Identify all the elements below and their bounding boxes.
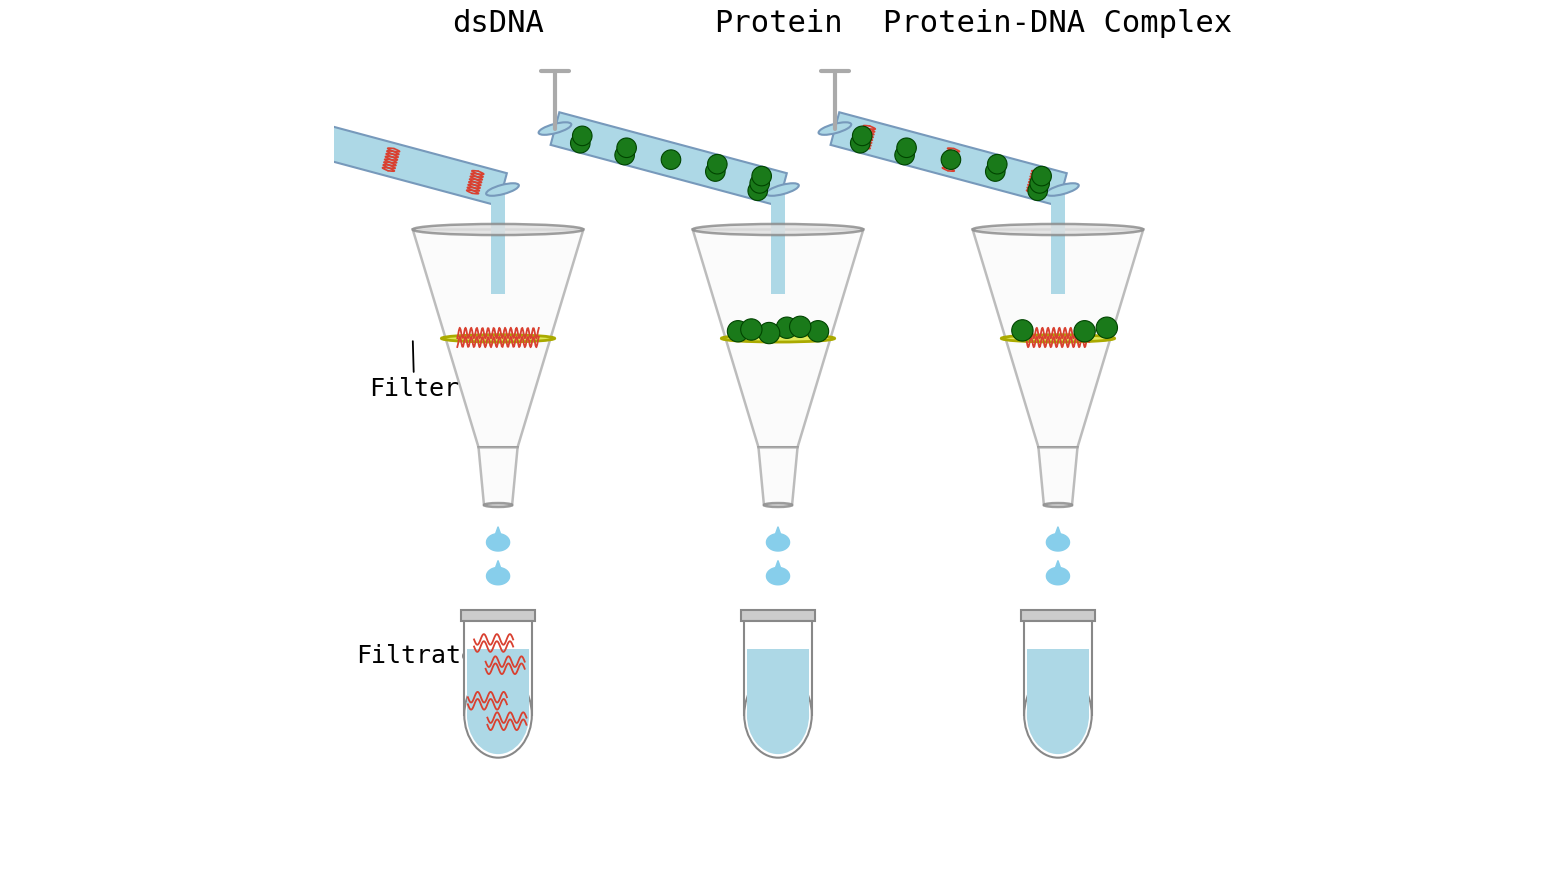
Ellipse shape bbox=[538, 122, 571, 135]
Polygon shape bbox=[1024, 622, 1092, 714]
Circle shape bbox=[758, 322, 780, 344]
Circle shape bbox=[741, 319, 762, 340]
Circle shape bbox=[985, 162, 1005, 181]
Ellipse shape bbox=[467, 675, 529, 754]
Ellipse shape bbox=[1024, 672, 1092, 757]
Text: Filter: Filter bbox=[369, 341, 459, 402]
Circle shape bbox=[708, 154, 727, 174]
Circle shape bbox=[750, 173, 770, 193]
Circle shape bbox=[661, 150, 682, 170]
Polygon shape bbox=[412, 230, 584, 447]
Circle shape bbox=[1029, 181, 1047, 201]
Circle shape bbox=[988, 154, 1007, 174]
Circle shape bbox=[789, 316, 811, 338]
Polygon shape bbox=[972, 230, 1144, 447]
Circle shape bbox=[571, 133, 590, 153]
Ellipse shape bbox=[484, 503, 512, 507]
Polygon shape bbox=[495, 561, 501, 570]
Text: Filtrate: Filtrate bbox=[356, 644, 476, 673]
Ellipse shape bbox=[442, 335, 554, 342]
Ellipse shape bbox=[1027, 675, 1089, 754]
Polygon shape bbox=[479, 447, 518, 505]
Circle shape bbox=[853, 126, 871, 146]
Circle shape bbox=[808, 321, 829, 342]
Polygon shape bbox=[461, 610, 535, 622]
Text: Protein: Protein bbox=[714, 10, 842, 38]
Circle shape bbox=[895, 146, 915, 165]
Ellipse shape bbox=[464, 672, 532, 757]
Polygon shape bbox=[492, 189, 504, 295]
Polygon shape bbox=[495, 527, 501, 536]
Circle shape bbox=[1032, 166, 1052, 186]
Ellipse shape bbox=[692, 224, 864, 235]
Text: dsDNA: dsDNA bbox=[453, 10, 545, 38]
Polygon shape bbox=[1038, 447, 1077, 505]
Ellipse shape bbox=[764, 503, 792, 507]
Polygon shape bbox=[741, 610, 815, 622]
Circle shape bbox=[776, 317, 798, 338]
Circle shape bbox=[616, 138, 636, 157]
Ellipse shape bbox=[766, 183, 798, 196]
Polygon shape bbox=[1027, 649, 1089, 714]
Polygon shape bbox=[464, 622, 532, 714]
Polygon shape bbox=[1055, 527, 1061, 536]
Polygon shape bbox=[487, 534, 510, 551]
Polygon shape bbox=[487, 567, 510, 585]
Polygon shape bbox=[551, 113, 787, 205]
Polygon shape bbox=[692, 230, 864, 447]
Circle shape bbox=[851, 133, 870, 153]
Polygon shape bbox=[767, 567, 789, 585]
Ellipse shape bbox=[258, 122, 291, 135]
Ellipse shape bbox=[412, 224, 584, 235]
Ellipse shape bbox=[818, 122, 851, 135]
Polygon shape bbox=[758, 447, 798, 505]
Circle shape bbox=[573, 126, 591, 146]
Polygon shape bbox=[747, 649, 809, 714]
Circle shape bbox=[705, 162, 725, 181]
Polygon shape bbox=[1052, 189, 1064, 295]
Circle shape bbox=[752, 166, 772, 186]
Circle shape bbox=[896, 138, 916, 157]
Polygon shape bbox=[831, 113, 1067, 205]
Circle shape bbox=[1074, 321, 1095, 342]
Circle shape bbox=[1030, 173, 1049, 193]
Polygon shape bbox=[1046, 567, 1069, 585]
Ellipse shape bbox=[744, 672, 812, 757]
Ellipse shape bbox=[1002, 335, 1114, 342]
Polygon shape bbox=[744, 622, 812, 714]
Circle shape bbox=[1011, 320, 1033, 341]
Circle shape bbox=[615, 146, 635, 165]
Ellipse shape bbox=[1046, 183, 1078, 196]
Polygon shape bbox=[775, 527, 781, 536]
Polygon shape bbox=[271, 113, 507, 205]
Ellipse shape bbox=[972, 224, 1144, 235]
Polygon shape bbox=[1021, 610, 1095, 622]
Ellipse shape bbox=[1044, 503, 1072, 507]
Polygon shape bbox=[1046, 534, 1069, 551]
Ellipse shape bbox=[485, 183, 518, 196]
Polygon shape bbox=[467, 649, 529, 714]
Ellipse shape bbox=[747, 675, 809, 754]
Ellipse shape bbox=[722, 335, 834, 342]
Circle shape bbox=[941, 150, 960, 170]
Text: Protein-DNA Complex: Protein-DNA Complex bbox=[884, 10, 1232, 38]
Circle shape bbox=[1095, 317, 1117, 338]
Circle shape bbox=[748, 181, 767, 201]
Polygon shape bbox=[767, 534, 789, 551]
Polygon shape bbox=[1055, 561, 1061, 570]
Circle shape bbox=[727, 321, 748, 342]
Polygon shape bbox=[772, 189, 784, 295]
Polygon shape bbox=[775, 561, 781, 570]
